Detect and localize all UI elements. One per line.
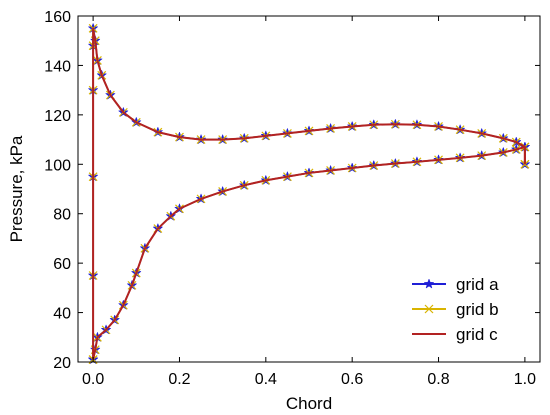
x-tick-label: 0.0 bbox=[82, 371, 104, 388]
y-tick-label: 20 bbox=[53, 355, 71, 372]
y-tick-label: 100 bbox=[44, 157, 71, 174]
series-line-lower bbox=[92, 145, 526, 360]
legend-item: grid a bbox=[412, 275, 499, 294]
y-tick-label: 160 bbox=[44, 9, 71, 26]
x-tick-label: 0.4 bbox=[255, 371, 277, 388]
y-tick-label: 80 bbox=[53, 207, 71, 224]
y-tick-label: 140 bbox=[44, 58, 71, 75]
legend-item: grid b bbox=[412, 300, 499, 319]
x-axis-ticks: 0.0 0.2 0.4 0.6 0.8 1.0 bbox=[82, 16, 536, 388]
x-tick-label: 0.8 bbox=[427, 371, 449, 388]
x-axis-label: Chord bbox=[286, 394, 332, 413]
legend-marker bbox=[423, 278, 435, 289]
x-tick-label: 0.2 bbox=[168, 371, 190, 388]
y-tick-label: 120 bbox=[44, 108, 71, 125]
y-tick-label: 60 bbox=[53, 256, 71, 273]
y-axis-label: Pressure, kPa bbox=[7, 135, 26, 242]
legend-label: grid a bbox=[456, 275, 499, 294]
series-line-upper bbox=[92, 27, 526, 360]
y-axis-ticks: 20 40 60 80 100 120 140 160 bbox=[44, 9, 540, 372]
legend-marker bbox=[424, 304, 434, 314]
legend-label: grid c bbox=[456, 325, 498, 344]
legend: grid a grid b grid c bbox=[412, 275, 499, 344]
series-grid-c bbox=[92, 27, 526, 360]
y-tick-label: 40 bbox=[53, 306, 71, 323]
series-layer bbox=[87, 22, 531, 365]
axes-layer: 0.0 0.2 0.4 0.6 0.8 1.0 20 40 60 80 100 120 140 160 bbox=[44, 9, 541, 388]
x-tick-label: 0.6 bbox=[341, 371, 363, 388]
plot-area-frame bbox=[77, 15, 541, 363]
legend-item: grid c bbox=[412, 325, 498, 344]
legend-label: grid b bbox=[456, 300, 499, 319]
x-tick-label: 1.0 bbox=[514, 371, 536, 388]
